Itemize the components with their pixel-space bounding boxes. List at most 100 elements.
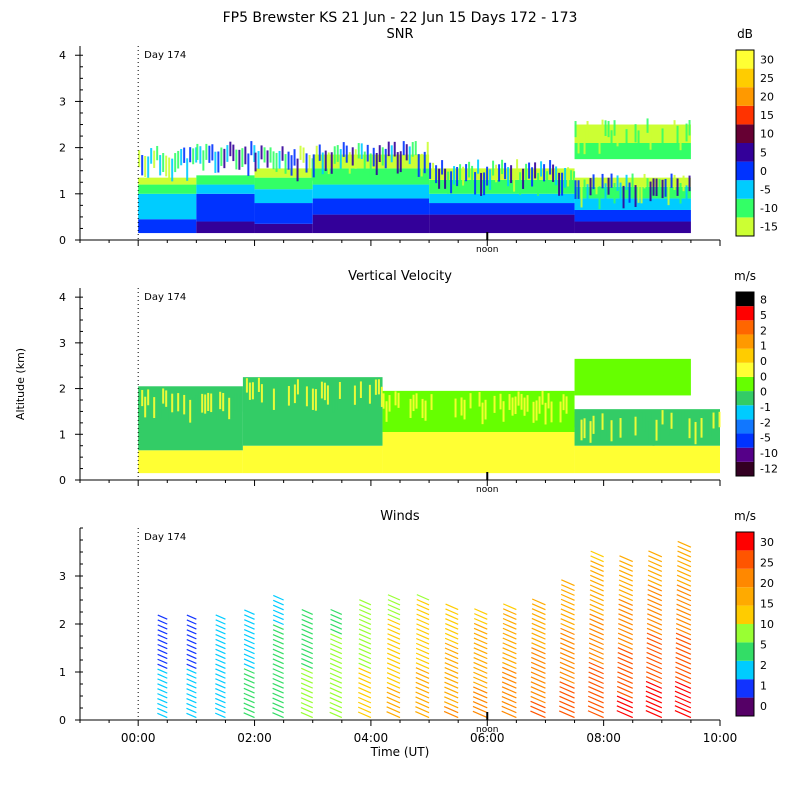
wind-barb [559, 695, 575, 704]
data-streak [492, 160, 495, 176]
wind-barb [618, 593, 633, 602]
data-streak [477, 159, 480, 174]
data-streak [622, 372, 625, 395]
wind-barb [588, 656, 604, 665]
wind-barb [531, 608, 546, 616]
wind-barb [674, 700, 692, 709]
y-tick-label: 3 [59, 95, 66, 108]
wind-barb [329, 653, 343, 660]
data-streak [424, 400, 427, 421]
data-streak [568, 400, 571, 421]
wind-barb [272, 633, 284, 640]
data-streak [628, 182, 631, 203]
y-tick-label: 0 [59, 234, 66, 247]
colorbar-cell [736, 68, 754, 88]
wind-barb [387, 642, 401, 650]
data-streak [451, 395, 454, 413]
wind-barb [329, 706, 343, 714]
wind-barb [215, 653, 226, 660]
data-streak [655, 178, 658, 197]
wind-barb [618, 589, 633, 597]
data-streak [229, 141, 232, 157]
noon-label: noon [476, 725, 498, 735]
wind-barb [330, 618, 343, 625]
wind-barb [301, 613, 313, 620]
colorbar-cell [736, 568, 754, 588]
data-streak [308, 154, 311, 176]
wind-profile [530, 598, 546, 719]
wind-barb [616, 710, 633, 719]
data-streak [655, 419, 658, 441]
wind-barb [157, 643, 168, 650]
data-streak [676, 125, 679, 146]
data-streak [478, 392, 481, 407]
wind-barb [590, 569, 604, 577]
wind-barb [674, 685, 692, 694]
wind-barb [243, 663, 255, 670]
wind-barb [559, 652, 575, 660]
data-streak [144, 396, 147, 418]
wind-barb [444, 642, 459, 650]
data-streak [483, 172, 486, 196]
data-streak [150, 392, 153, 411]
wind-barb [215, 678, 226, 684]
wind-barb [531, 656, 546, 665]
wind-barb [330, 613, 343, 620]
data-streak [537, 172, 540, 196]
data-streak [652, 178, 655, 196]
wind-barb [530, 705, 546, 714]
wind-barb [386, 681, 401, 689]
wind-barb [676, 603, 692, 612]
wind-barb [301, 623, 313, 630]
wind-barb [243, 697, 255, 704]
x-tick-label: 02:00 [237, 731, 272, 745]
wind-profile [674, 540, 692, 719]
data-streak [275, 382, 278, 400]
wind-barb [243, 692, 255, 699]
wind-barb [501, 700, 517, 709]
data-streak [225, 390, 228, 408]
wind-barb [588, 652, 604, 660]
colorbar-frame [735, 291, 755, 477]
wind-barb [618, 598, 633, 607]
data-band [138, 184, 197, 194]
colorbar-cell [736, 320, 754, 335]
wind-barb [386, 696, 401, 704]
colorbar-cell [736, 334, 754, 349]
wind-barb [357, 701, 372, 709]
colorbar-label: 30 [760, 536, 774, 549]
wind-barb [358, 677, 372, 684]
data-streak [351, 147, 354, 166]
data-streak [646, 178, 649, 196]
data-streak [460, 397, 463, 416]
data-streak [171, 158, 174, 182]
wind-barb [502, 632, 517, 640]
data-streak [595, 415, 598, 433]
data-streak [299, 386, 302, 407]
data-streak [147, 156, 150, 178]
data-streak [348, 152, 351, 174]
data-streak [715, 414, 718, 431]
data-streak [661, 360, 664, 376]
wind-barb [416, 637, 430, 645]
wind-barb [560, 627, 575, 636]
wind-barb [215, 668, 226, 674]
day-label: Day 174 [144, 292, 186, 303]
data-streak [586, 121, 589, 138]
wind-barb [675, 656, 692, 665]
wind-barb [560, 603, 575, 611]
data-streak [399, 151, 402, 173]
wind-barb [329, 682, 343, 689]
colorbar-label: -5 [760, 432, 771, 445]
data-streak [525, 163, 528, 181]
data-streak [418, 396, 421, 414]
data-streak [302, 147, 305, 163]
wind-barb [502, 627, 517, 635]
data-streak [311, 388, 314, 410]
data-streak [165, 390, 168, 407]
data-streak [649, 411, 652, 428]
wind-barb [272, 673, 284, 679]
y-tick-label: 2 [59, 142, 66, 155]
wind-barb [502, 647, 517, 655]
